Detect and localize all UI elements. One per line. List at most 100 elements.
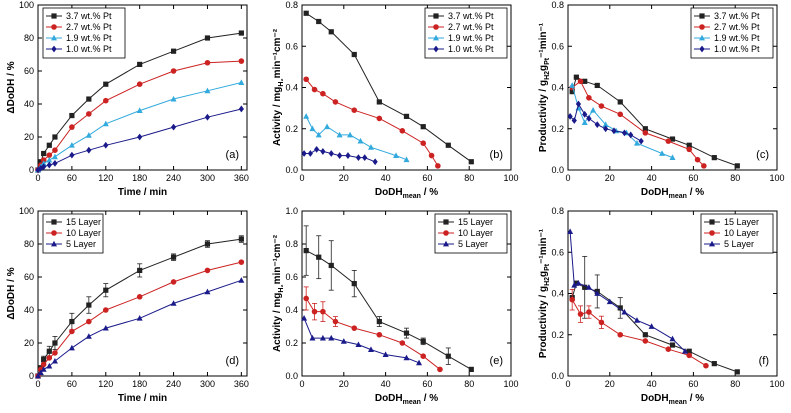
legend-label: 1.9 wt.% Pt bbox=[714, 33, 760, 43]
data-point bbox=[170, 123, 177, 131]
data-point bbox=[638, 137, 644, 145]
y-axis-label: Productivity / gH2gPt⁻¹min⁻¹ bbox=[538, 228, 551, 358]
data-point bbox=[303, 76, 309, 83]
legend-label: 10 Layer bbox=[458, 228, 493, 238]
y-tick-label: 0 bbox=[29, 165, 34, 175]
panel-f: 0 20 40 60 80 100 0.0 0.2 0.4 0.6 0.8 DoDHmean / % P… bbox=[538, 206, 785, 406]
data-point bbox=[86, 318, 92, 325]
data-point bbox=[575, 279, 582, 286]
x-tick-label: 100 bbox=[503, 379, 518, 389]
data-point bbox=[136, 315, 143, 321]
data-point bbox=[238, 259, 245, 265]
series-line bbox=[305, 116, 407, 161]
y-tick-label: 80 bbox=[24, 239, 34, 249]
x-axis-label-suffix: / % bbox=[687, 187, 704, 198]
data-point bbox=[642, 338, 649, 344]
y-tick-label: 1.0 bbox=[285, 206, 298, 216]
x-tick-label: 180 bbox=[132, 173, 147, 183]
data-point bbox=[367, 144, 374, 150]
y-axis-label-sub: H₂ bbox=[278, 78, 285, 86]
legend-marker bbox=[51, 45, 57, 53]
x-tick-label: 80 bbox=[464, 379, 474, 389]
legend-label: 5 Layer bbox=[66, 239, 96, 249]
data-point bbox=[577, 311, 584, 317]
data-point bbox=[69, 151, 75, 159]
data-point bbox=[204, 241, 211, 247]
legend-label: 3.7 wt.% Pt bbox=[448, 11, 494, 21]
x-tick-label: 20 bbox=[605, 173, 615, 183]
legend-label: 2.7 wt.% Pt bbox=[448, 22, 494, 32]
data-point bbox=[603, 125, 609, 133]
data-point bbox=[238, 30, 244, 36]
legend-label: 3.7 wt.% Pt bbox=[714, 11, 760, 21]
data-point bbox=[376, 331, 383, 338]
x-tick-label: 0 bbox=[35, 173, 40, 183]
data-point bbox=[46, 142, 52, 148]
y-tick-label: 0.6 bbox=[285, 41, 298, 51]
y-axis-label-mid: g bbox=[538, 271, 549, 277]
x-tick-label: 60 bbox=[67, 173, 77, 183]
y-tick-label: 0.4 bbox=[285, 83, 298, 93]
data-point bbox=[435, 163, 441, 169]
series-line bbox=[37, 238, 242, 377]
x-axis-label-sub: mean bbox=[403, 399, 421, 406]
y-axis-label-sub: H2 bbox=[544, 71, 551, 80]
data-point bbox=[204, 35, 211, 41]
legend-label: 1.0 wt.% Pt bbox=[448, 44, 494, 54]
y-axis-label-sub: H₂ bbox=[278, 284, 285, 292]
x-axis-label-main: DoDH bbox=[641, 187, 669, 198]
data-point bbox=[606, 298, 613, 305]
data-point bbox=[52, 147, 58, 153]
data-point bbox=[703, 362, 709, 369]
data-point bbox=[301, 315, 308, 321]
x-axis-label-sub: mean bbox=[669, 193, 687, 200]
x-tick-label: 60 bbox=[688, 379, 698, 389]
y-axis-label-sub: H2 bbox=[544, 277, 551, 286]
data-point bbox=[238, 58, 245, 64]
data-point bbox=[586, 309, 592, 315]
y-tick-label: 100 bbox=[19, 0, 34, 10]
legend-marker bbox=[51, 34, 57, 41]
y-tick-label: 0.2 bbox=[551, 124, 564, 134]
data-point bbox=[328, 334, 335, 341]
data-point bbox=[420, 338, 426, 344]
x-tick-label: 240 bbox=[166, 173, 181, 183]
data-point bbox=[617, 99, 623, 105]
series-line bbox=[304, 148, 376, 163]
data-point bbox=[571, 117, 577, 124]
data-point bbox=[320, 308, 326, 315]
y-axis-label-suffix: min⁻¹cm⁻² bbox=[272, 28, 283, 78]
data-point bbox=[351, 107, 358, 113]
series-line bbox=[571, 299, 707, 367]
data-point bbox=[669, 154, 676, 161]
y-axis-label-sub2: Pt bbox=[544, 57, 551, 65]
data-point bbox=[337, 152, 343, 159]
y-tick-label: 0.0 bbox=[285, 165, 298, 175]
data-point bbox=[170, 254, 177, 260]
data-point bbox=[170, 300, 177, 306]
legend-label: 5 Layer bbox=[724, 239, 754, 249]
data-point bbox=[598, 319, 605, 326]
data-point bbox=[437, 366, 443, 373]
panel-label: (a) bbox=[226, 149, 239, 161]
data-point bbox=[575, 100, 582, 108]
x-axis-label-main: DoDH bbox=[375, 187, 403, 198]
y-tick-label: 0.8 bbox=[551, 206, 564, 216]
data-point bbox=[351, 281, 357, 287]
legend-marker bbox=[699, 13, 705, 19]
legend-marker bbox=[51, 230, 57, 236]
y-axis-label-main: ΔDoDH / % bbox=[6, 267, 17, 319]
legend-label: 1.9 wt.% Pt bbox=[66, 33, 112, 43]
series-line bbox=[37, 60, 242, 171]
x-tick-label: 0 bbox=[565, 173, 570, 183]
data-point bbox=[659, 150, 666, 156]
x-tick-label: 300 bbox=[200, 173, 215, 183]
data-point bbox=[319, 334, 326, 341]
data-point bbox=[686, 142, 692, 148]
data-point bbox=[351, 51, 357, 58]
data-point bbox=[633, 317, 640, 323]
data-point bbox=[136, 81, 143, 87]
data-point bbox=[40, 361, 47, 368]
data-point bbox=[86, 146, 92, 154]
data-point bbox=[46, 161, 52, 169]
